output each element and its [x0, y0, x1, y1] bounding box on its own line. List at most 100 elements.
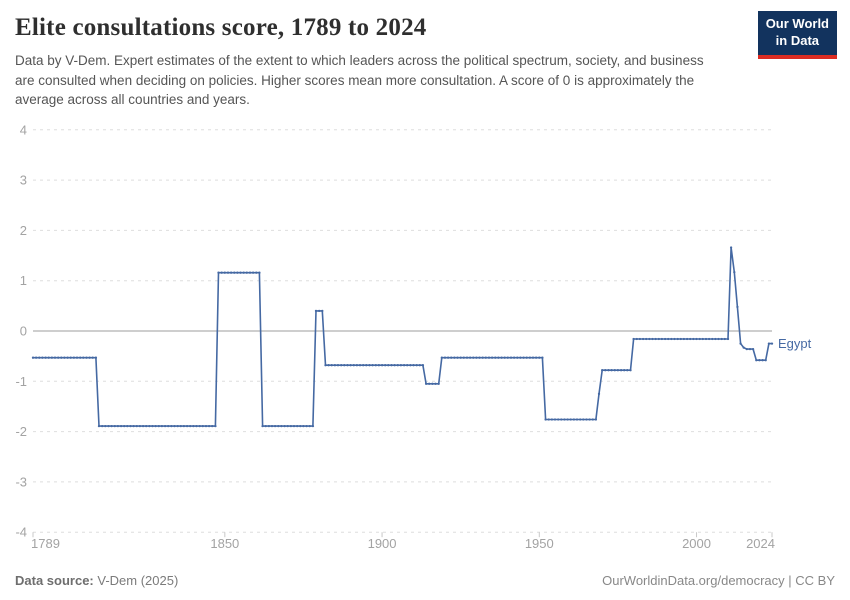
x-axis-tick-label: 1850 [210, 536, 239, 551]
data-point [484, 356, 487, 359]
data-point [440, 356, 443, 359]
data-point [544, 418, 547, 421]
data-point [579, 418, 582, 421]
data-point [289, 424, 293, 427]
x-axis-tick-label: 2024 [746, 536, 775, 551]
data-point [472, 356, 475, 359]
data-point [214, 424, 217, 427]
data-point [343, 363, 346, 367]
data-point [261, 424, 264, 427]
data-point [333, 363, 337, 367]
data-point [481, 356, 484, 359]
data-point [648, 337, 651, 340]
data-point [726, 337, 730, 340]
data-point [591, 418, 594, 421]
data-point [393, 363, 396, 367]
y-axis-tick-label: 1 [20, 273, 27, 288]
data-point [399, 363, 403, 367]
data-point [525, 356, 528, 359]
data-point [585, 418, 588, 421]
data-point [173, 424, 176, 427]
data-point [450, 356, 453, 359]
data-point [198, 424, 201, 427]
data-point [355, 363, 359, 367]
data-point [182, 424, 186, 427]
data-point [723, 337, 726, 340]
data-point [318, 309, 321, 312]
data-point [557, 418, 560, 421]
data-point [660, 337, 664, 340]
data-point [446, 356, 450, 359]
data-point [733, 270, 736, 273]
y-axis-tick-label: -1 [15, 373, 27, 388]
data-point [119, 424, 123, 427]
data-point [509, 356, 513, 359]
data-point [443, 356, 447, 359]
data-point [273, 424, 277, 427]
data-point [761, 358, 764, 362]
data-point [38, 356, 41, 359]
data-point [465, 356, 469, 359]
data-point [387, 363, 390, 367]
data-point [714, 337, 717, 340]
data-point [132, 424, 135, 427]
data-point [336, 363, 340, 367]
data-point [431, 382, 434, 385]
data-point [242, 271, 245, 274]
data-point [594, 418, 598, 421]
data-point [582, 418, 585, 421]
data-point [251, 271, 255, 274]
data-point [245, 271, 248, 274]
data-point [623, 368, 626, 372]
entity-label-egypt[interactable]: Egypt [778, 336, 812, 351]
data-point [468, 356, 472, 359]
data-point [327, 363, 330, 367]
data-point [434, 382, 437, 385]
data-point [185, 424, 189, 427]
data-point [88, 356, 91, 359]
data-point [651, 337, 654, 340]
attribution-link[interactable]: OurWorldinData.org/democracy | CC BY [602, 573, 835, 588]
data-point [396, 363, 399, 367]
data-point [57, 356, 60, 359]
data-point [503, 356, 506, 359]
y-axis-tick-label: 4 [20, 122, 27, 137]
data-point [415, 363, 418, 367]
data-point [522, 356, 525, 359]
data-point [475, 356, 478, 359]
data-point [604, 368, 607, 372]
data-point [104, 424, 107, 427]
line-chart[interactable]: 4 3 2 1 0 -1 -2 -3 -4 1789 1850 1900 1950 2000 2024 Egy… [0, 112, 850, 552]
data-point [79, 356, 82, 359]
data-point [91, 356, 94, 359]
chart-footer: Data source: V-Dem (2025) OurWorldinData… [0, 573, 850, 588]
data-point [330, 363, 333, 367]
data-point [528, 356, 532, 359]
data-point [506, 356, 509, 359]
data-point [129, 424, 132, 427]
data-point [456, 356, 459, 359]
series-line-egypt[interactable] [33, 247, 772, 427]
data-point [358, 363, 362, 367]
data-point [519, 356, 522, 359]
data-point [126, 424, 129, 427]
data-point [296, 424, 299, 427]
data-point [211, 424, 214, 427]
data-point [324, 363, 327, 367]
data-point [286, 424, 289, 427]
data-point [189, 424, 192, 427]
data-point [745, 347, 748, 350]
data-point [201, 424, 204, 427]
data-point [97, 424, 101, 427]
data-point [645, 337, 648, 340]
data-source-label: Data source: [15, 573, 94, 588]
data-point [751, 347, 755, 350]
data-point [500, 356, 503, 359]
x-axis-tick-label: 1789 [31, 536, 60, 551]
data-point [663, 337, 667, 340]
data-point [280, 424, 283, 427]
data-point [233, 271, 236, 274]
owid-logo[interactable]: Our World in Data [757, 11, 837, 59]
data-point [365, 363, 368, 367]
data-point [160, 424, 164, 427]
